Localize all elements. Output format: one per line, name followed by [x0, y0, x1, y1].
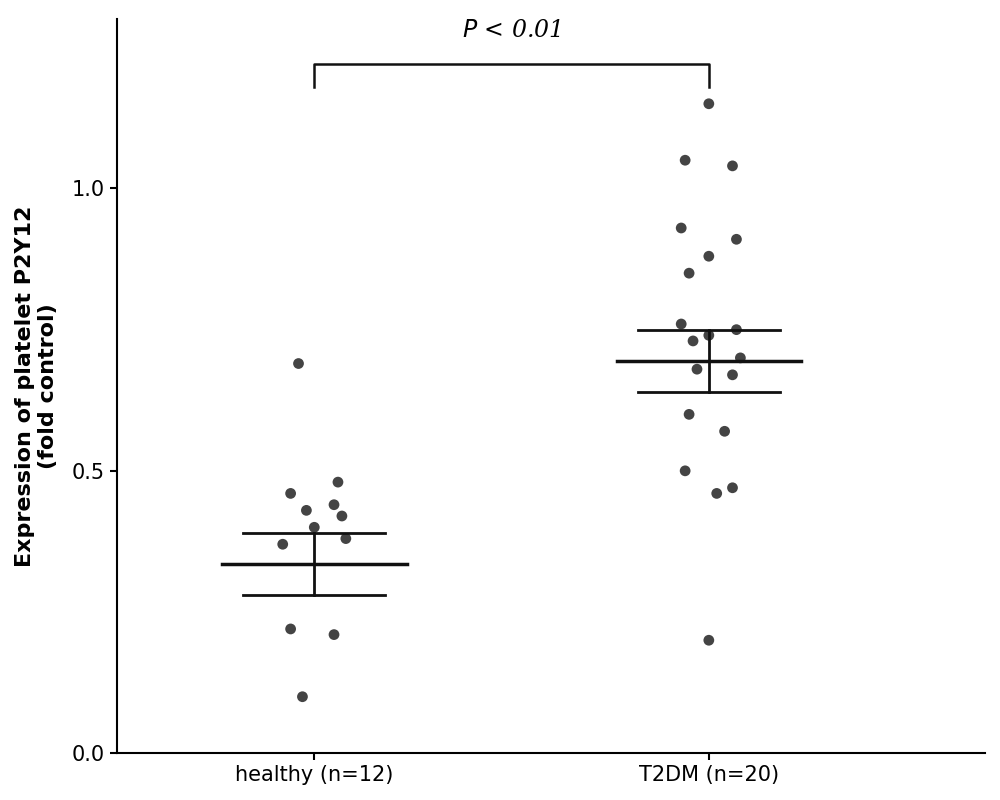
Point	[685, 334, 701, 347]
Point	[334, 510, 350, 522]
Point	[709, 487, 725, 500]
Point	[673, 318, 689, 330]
Point	[724, 369, 740, 382]
Point	[681, 408, 697, 421]
Point	[724, 482, 740, 494]
Point	[689, 362, 705, 375]
Point	[283, 622, 299, 635]
Y-axis label: Expression of platelet P2Y12
(fold control): Expression of platelet P2Y12 (fold contr…	[15, 206, 58, 567]
Point	[338, 532, 354, 545]
Point	[326, 498, 342, 511]
Point	[677, 465, 693, 478]
Point	[283, 487, 299, 500]
Point	[298, 504, 314, 517]
Text: $P$ < 0.01: $P$ < 0.01	[462, 18, 561, 42]
Point	[330, 476, 346, 489]
Point	[306, 521, 322, 534]
Point	[728, 233, 744, 246]
Point	[724, 159, 740, 172]
Point	[275, 538, 291, 550]
Point	[677, 154, 693, 166]
Point	[294, 690, 310, 703]
Point	[291, 357, 307, 370]
Point	[681, 266, 697, 279]
Point	[732, 351, 748, 364]
Point	[728, 323, 744, 336]
Point	[701, 250, 717, 262]
Point	[701, 329, 717, 342]
Point	[326, 628, 342, 641]
Point	[717, 425, 733, 438]
Point	[701, 634, 717, 646]
Point	[673, 222, 689, 234]
Point	[701, 98, 717, 110]
